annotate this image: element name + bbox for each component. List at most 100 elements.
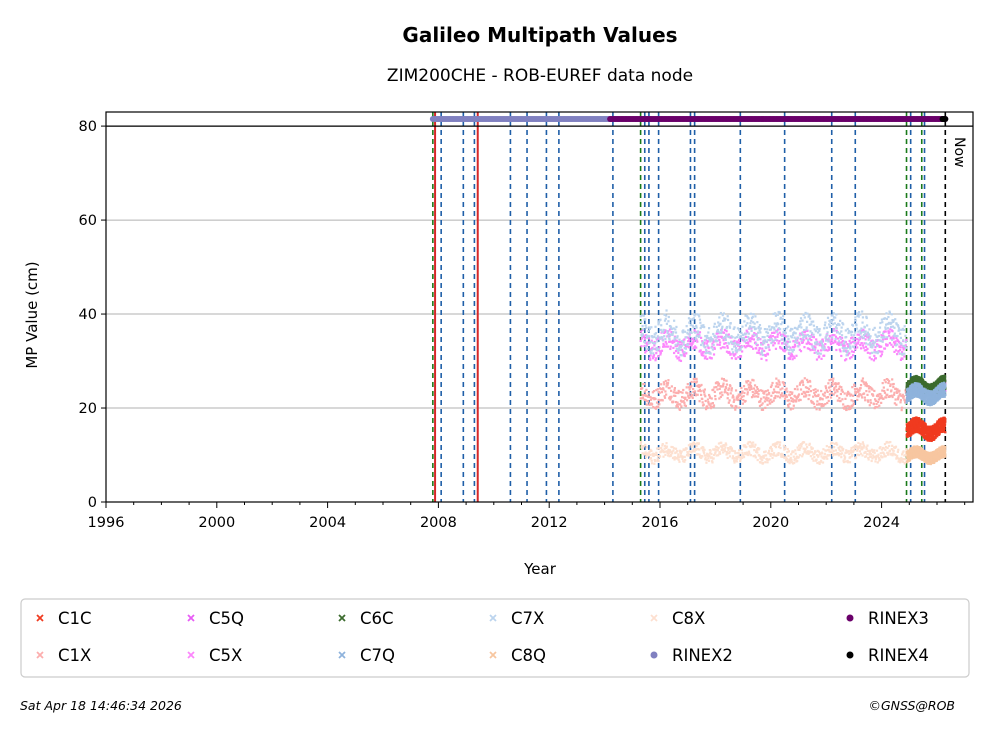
data-point (744, 399, 747, 403)
data-point (924, 427, 928, 430)
data-point (774, 314, 778, 317)
data-point (801, 341, 805, 344)
data-point (679, 353, 682, 357)
data-point (646, 347, 649, 351)
data-point (672, 331, 675, 334)
data-point (798, 343, 801, 346)
data-point (759, 327, 762, 330)
data-point (652, 352, 655, 355)
data-point (688, 333, 691, 336)
data-point (897, 395, 900, 398)
data-point (817, 343, 820, 346)
data-point (723, 317, 726, 320)
data-point (821, 340, 825, 343)
data-point (886, 393, 889, 396)
data-point (715, 385, 718, 389)
data-point (709, 405, 712, 408)
data-point (870, 358, 873, 361)
data-point (711, 339, 714, 342)
data-point (787, 345, 790, 348)
data-point (846, 404, 849, 408)
data-point (824, 348, 828, 352)
data-point (894, 318, 897, 321)
data-point (888, 321, 891, 325)
data-point (860, 342, 863, 345)
data-point (677, 340, 680, 344)
data-point (695, 334, 699, 338)
data-point (723, 379, 726, 382)
data-point (854, 343, 858, 347)
data-point (798, 393, 801, 396)
data-point (732, 400, 735, 404)
data-point (662, 342, 665, 346)
data-point (802, 395, 806, 398)
data-point (864, 384, 867, 387)
data-point (861, 316, 865, 319)
data-point (943, 423, 947, 426)
data-point (683, 401, 686, 405)
data-point (790, 336, 793, 339)
data-point (681, 391, 684, 394)
data-point (840, 388, 844, 391)
data-point (679, 340, 682, 344)
data-point (803, 316, 806, 319)
data-point (789, 390, 792, 394)
data-point (832, 377, 835, 380)
data-point (806, 380, 809, 384)
data-point (665, 322, 669, 325)
data-point (691, 324, 694, 327)
data-point (765, 396, 768, 399)
data-point (896, 353, 899, 356)
data-point (883, 389, 886, 393)
data-point (853, 340, 857, 343)
data-point (704, 408, 708, 411)
data-point (779, 346, 782, 350)
data-point (800, 339, 803, 342)
data-point (861, 321, 864, 324)
data-point (868, 328, 871, 331)
data-point (901, 395, 904, 398)
data-point (930, 439, 933, 443)
data-point (790, 348, 793, 351)
data-point (881, 350, 884, 353)
data-point (695, 346, 698, 349)
data-point (757, 389, 760, 392)
data-point (725, 330, 728, 333)
data-point (811, 345, 814, 348)
data-point (751, 390, 754, 394)
data-point (668, 328, 672, 331)
data-point (728, 336, 732, 339)
data-point (812, 324, 816, 327)
data-point (734, 408, 737, 411)
data-point (703, 341, 706, 344)
data-point (827, 399, 830, 403)
data-point (784, 388, 787, 392)
data-point (665, 309, 668, 312)
data-point (836, 390, 839, 393)
data-point (902, 348, 905, 351)
data-point (912, 432, 915, 435)
data-point (818, 327, 821, 331)
data-point (682, 329, 685, 332)
data-point (683, 351, 686, 354)
data-point (681, 341, 684, 344)
data-point (791, 391, 794, 394)
data-point (777, 327, 781, 330)
data-point (761, 353, 765, 357)
data-point (745, 315, 749, 318)
data-point (752, 394, 755, 397)
data-point (701, 325, 704, 328)
data-point (847, 408, 850, 411)
data-point (796, 341, 799, 345)
data-point (661, 330, 664, 333)
data-point (720, 327, 724, 330)
data-point (783, 397, 787, 400)
data-point (744, 333, 747, 336)
data-point (755, 395, 758, 398)
data-point (807, 390, 810, 394)
data-point (880, 334, 883, 337)
data-point (860, 394, 863, 397)
data-point (758, 337, 761, 340)
data-point (896, 334, 899, 338)
